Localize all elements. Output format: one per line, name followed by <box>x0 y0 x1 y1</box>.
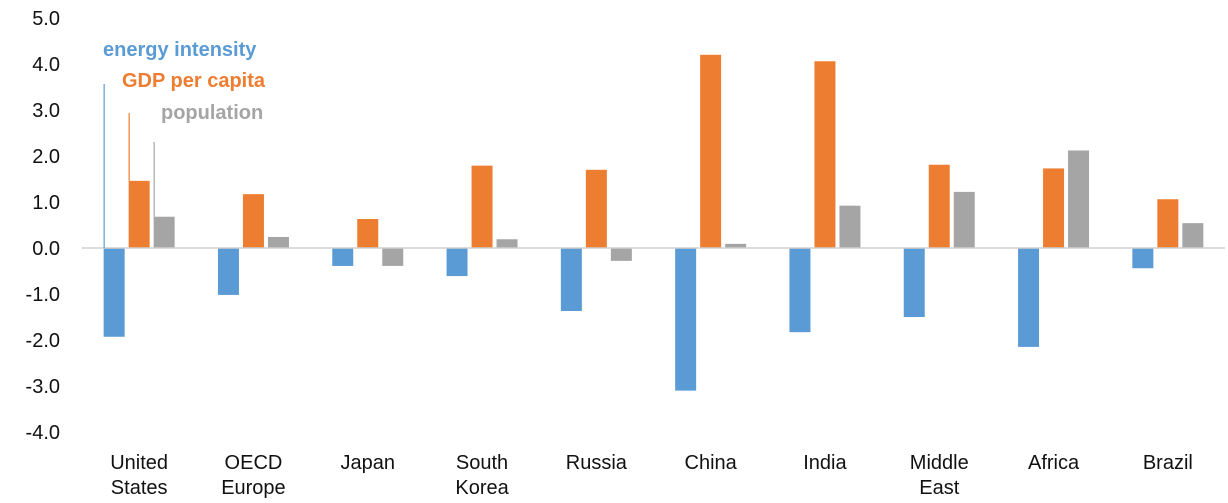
bar-gdp-per-capita <box>1043 168 1065 248</box>
bar-energy-intensity <box>675 248 697 391</box>
bar-population <box>610 248 632 261</box>
bar-gdp-per-capita <box>357 219 379 248</box>
legend-label-population: population <box>161 102 263 124</box>
bar-gdp-per-capita <box>128 180 150 248</box>
bar-energy-intensity <box>1132 248 1154 269</box>
bar-energy-intensity <box>446 248 468 277</box>
bar-population <box>725 243 747 248</box>
bar-gdp-per-capita <box>814 61 836 248</box>
y-tick-label: 5.0 <box>32 8 60 30</box>
y-tick-label: 3.0 <box>32 100 60 122</box>
y-tick-label: 0.0 <box>32 238 60 260</box>
x-category-label: Africa <box>1028 452 1080 474</box>
x-category-label: Middle East <box>910 452 969 499</box>
bar-gdp-per-capita <box>1157 199 1179 248</box>
bar-energy-intensity <box>789 248 811 333</box>
bar-population <box>1068 150 1090 248</box>
bar-energy-intensity <box>560 248 582 312</box>
legend-label-gdp-per-capita: GDP per capita <box>122 70 266 92</box>
x-category-label: India <box>803 452 847 474</box>
bar-energy-intensity <box>217 248 239 295</box>
y-tick-label: 1.0 <box>32 192 60 214</box>
x-category-label: Russia <box>566 452 628 474</box>
y-tick-label: -3.0 <box>26 376 60 398</box>
legend-label-energy-intensity: energy intensity <box>103 39 257 61</box>
bar-gdp-per-capita <box>471 165 493 248</box>
y-tick-label: -1.0 <box>26 284 60 306</box>
bar-population <box>496 239 518 248</box>
bar-population <box>839 205 861 248</box>
x-category-label: China <box>685 452 738 474</box>
bar-population <box>267 236 289 248</box>
bar-population <box>1182 223 1204 248</box>
x-axis-category-labels: United States OECD Europe Japan South Korea Rus… <box>110 452 1193 499</box>
bar-gdp-per-capita <box>585 169 607 248</box>
y-tick-label: 2.0 <box>32 146 60 168</box>
bar-population <box>953 191 975 248</box>
bar-population <box>153 216 175 248</box>
bar-energy-intensity <box>903 248 925 317</box>
y-tick-label: -4.0 <box>26 422 60 444</box>
x-category-label: Japan <box>341 452 396 474</box>
x-category-label: OECD Europe <box>221 452 286 499</box>
bar-gdp-per-capita <box>242 194 264 248</box>
legend: energy intensity GDP per capita population <box>103 39 266 248</box>
y-tick-label: -2.0 <box>26 330 60 352</box>
x-category-label: Brazil <box>1143 452 1193 474</box>
y-axis-ticks: 5.0 4.0 3.0 2.0 1.0 0.0 -1.0 -2.0 -3.0 -4.0 <box>26 8 60 444</box>
bar-energy-intensity <box>332 248 354 266</box>
bar-gdp-per-capita <box>700 54 722 248</box>
y-tick-label: 4.0 <box>32 54 60 76</box>
bar-population <box>382 248 404 266</box>
x-category-label: United States <box>110 452 168 499</box>
bar-gdp-per-capita <box>928 164 950 248</box>
bar-energy-intensity <box>1018 248 1040 347</box>
bars <box>103 54 1204 391</box>
bar-energy-intensity <box>103 248 125 337</box>
x-category-label: South Korea <box>455 452 509 499</box>
